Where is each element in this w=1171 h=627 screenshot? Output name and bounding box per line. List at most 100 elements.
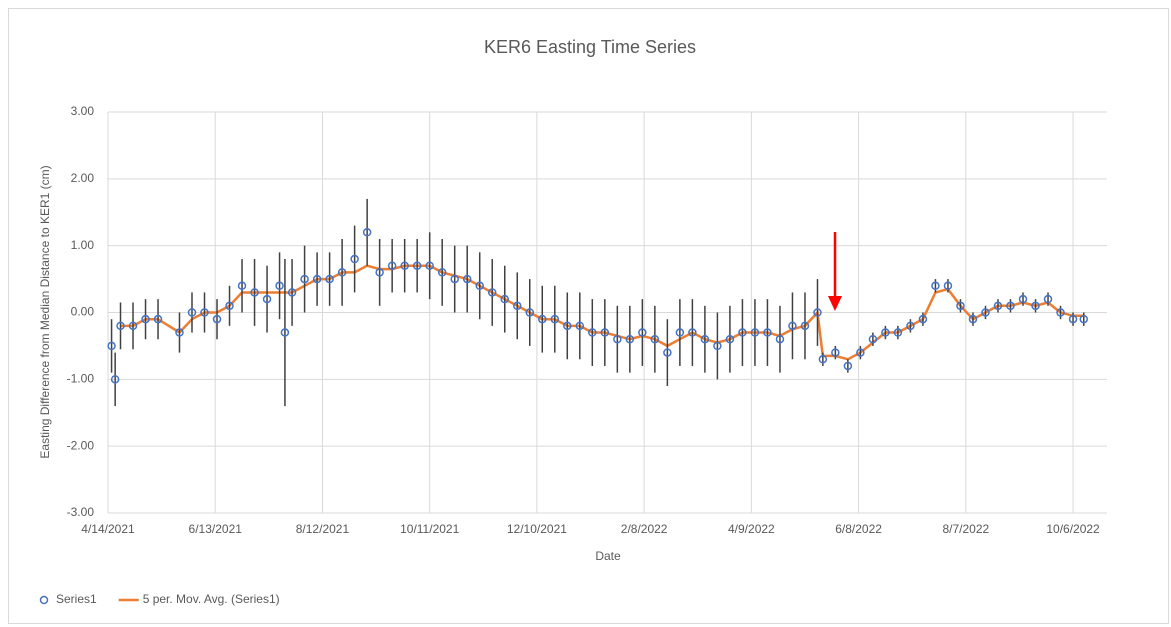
data-point [600, 328, 610, 337]
y-tick-label: -2.00 [67, 438, 95, 452]
data-point [128, 321, 138, 331]
data-point [153, 314, 163, 324]
data-point [425, 261, 434, 270]
data-point [1068, 314, 1078, 324]
data-point [800, 321, 810, 331]
data-point [688, 328, 697, 337]
data-point [437, 268, 447, 277]
data-point [700, 334, 710, 344]
y-tick-label: 2.00 [71, 171, 95, 185]
data-point [350, 254, 359, 264]
data-point [412, 261, 422, 270]
data-point [725, 334, 735, 344]
data-point [1056, 308, 1065, 317]
data-point [775, 334, 785, 344]
y-tick-label: 0.00 [71, 305, 95, 319]
data-point [175, 328, 184, 337]
data-point [588, 328, 597, 337]
data-point [325, 274, 334, 284]
legend-swatch [39, 595, 49, 605]
data-point [475, 281, 484, 291]
legend-label: Series1 [56, 592, 97, 606]
x-tick-label: 10/6/2022 [1046, 522, 1100, 536]
data-point [893, 328, 903, 337]
data-point [337, 268, 347, 277]
data-point [287, 288, 297, 297]
data-point [110, 375, 120, 384]
chart-title: KER6 Easting Time Series [484, 37, 696, 57]
data-point [212, 314, 222, 324]
data-point [500, 294, 509, 304]
data-point [943, 281, 953, 291]
chart-border [8, 8, 1169, 624]
data-point [563, 321, 572, 331]
arrow-head [828, 296, 842, 311]
data-point [625, 334, 635, 344]
data-point [141, 314, 150, 324]
x-tick-label: 2/8/2022 [621, 522, 668, 536]
data-point [813, 308, 822, 317]
data-point [1043, 294, 1053, 304]
data-point [575, 321, 585, 331]
data-point [738, 328, 747, 337]
x-tick-label: 6/13/2021 [189, 522, 243, 536]
data-point [187, 308, 197, 317]
data-point [225, 301, 234, 311]
data-point [993, 301, 1003, 311]
legend-label: 5 per. Mov. Avg. (Series1) [143, 592, 280, 606]
data-point [312, 274, 322, 284]
data-point [280, 328, 290, 337]
data-point [613, 334, 622, 344]
data-point [638, 328, 647, 337]
x-axis-label: Date [595, 549, 621, 563]
data-point [713, 341, 722, 351]
data-point [675, 328, 685, 337]
data-point [450, 274, 459, 284]
data-point [275, 281, 284, 291]
y-tick-label: 3.00 [71, 104, 95, 118]
x-tick-label: 10/11/2021 [400, 522, 459, 536]
data-point [831, 348, 840, 357]
data-point [300, 274, 309, 284]
data-point [981, 308, 990, 317]
y-tick-label: -1.00 [67, 372, 95, 386]
data-point [262, 294, 272, 304]
x-tick-label: 8/12/2021 [296, 522, 350, 536]
data-point [462, 274, 472, 284]
data-point [818, 355, 828, 364]
data-point [918, 314, 928, 324]
data-point [1006, 301, 1015, 311]
data-point [513, 301, 522, 311]
data-point [763, 328, 772, 337]
data-point [968, 314, 978, 324]
x-tick-label: 6/8/2022 [835, 522, 882, 536]
data-point [1031, 301, 1040, 311]
data-point [650, 334, 660, 344]
data-point [487, 288, 497, 297]
y-tick-label: 1.00 [71, 238, 95, 252]
data-point [550, 314, 560, 324]
data-point [200, 308, 209, 317]
data-point [1079, 314, 1089, 324]
data-point [250, 288, 259, 297]
data-point [856, 348, 865, 357]
data-point [400, 261, 409, 270]
y-axis-label: Easting Difference from Median Distance … [38, 165, 52, 458]
data-point [538, 314, 547, 324]
data-point [956, 301, 965, 311]
x-tick-label: 4/9/2022 [728, 522, 775, 536]
data-point [750, 328, 760, 337]
x-tick-label: 4/14/2021 [81, 522, 135, 536]
data-point [931, 281, 940, 291]
annotation-arrow [828, 232, 842, 311]
data-point [881, 328, 890, 337]
data-point [362, 228, 372, 237]
data-point [237, 281, 247, 291]
y-tick-label: -3.00 [67, 505, 95, 519]
data-point [788, 321, 797, 331]
data-point [843, 361, 853, 371]
data-point [107, 341, 116, 351]
data-point [1018, 294, 1028, 304]
data-point [663, 348, 672, 357]
